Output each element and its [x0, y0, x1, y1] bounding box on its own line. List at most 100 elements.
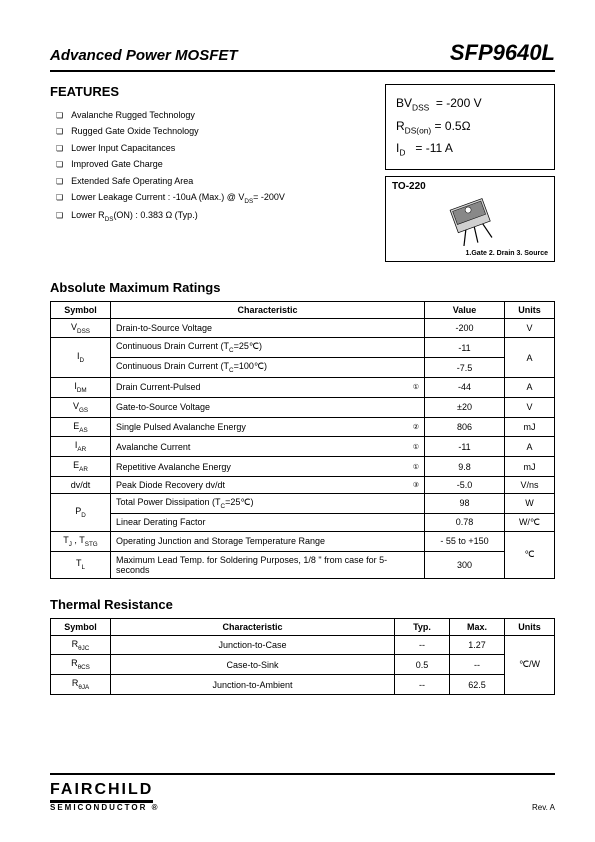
col-max: Max.	[450, 618, 505, 635]
id-line: ID = -11 A	[396, 138, 544, 161]
table-row: IDContinuous Drain Current (TC=25℃)-11A	[51, 338, 555, 358]
table-row: TJ , TSTGOperating Junction and Storage …	[51, 531, 555, 551]
table-row: Linear Derating Factor0.78W/℃	[51, 513, 555, 531]
cell-symbol: dv/dt	[51, 476, 111, 493]
cell-characteristic: Operating Junction and Storage Temperatu…	[111, 531, 408, 551]
cell-symbol: EAS	[51, 417, 111, 437]
cell-value: 9.8	[425, 457, 505, 477]
cell-characteristic: Repetitive Avalanche Energy	[111, 457, 408, 477]
table-row: VDSSDrain-to-Source Voltage-200V	[51, 318, 555, 338]
logo-main: FAIRCHILD	[50, 781, 153, 803]
thermal-table: Symbol Characteristic Typ. Max. Units Rθ…	[50, 618, 555, 695]
page-footer: FAIRCHILD SEMICONDUCTOR ® Rev. A	[50, 773, 555, 812]
cell-symbol: RθJA	[51, 675, 111, 695]
table-row: RθCSCase-to-Sink0.5--	[51, 655, 555, 675]
page-header: Advanced Power MOSFET SFP9640L	[50, 40, 555, 72]
cell-unit: W	[505, 493, 555, 513]
cell-characteristic: Maximum Lead Temp. for Soldering Purpose…	[111, 551, 408, 578]
cell-typ: 0.5	[395, 655, 450, 675]
cell-note	[408, 531, 425, 551]
cell-value: -5.0	[425, 476, 505, 493]
bvdss-line: BVDSS = -200 V	[396, 93, 544, 116]
cell-symbol: IDM	[51, 377, 111, 397]
cell-typ: --	[395, 675, 450, 695]
cell-unit: ℃/W	[505, 635, 555, 694]
feature-item: Lower Input Capacitances	[56, 140, 365, 156]
table-row: PDTotal Power Dissipation (TC=25℃)98W	[51, 493, 555, 513]
package-label: TO-220	[392, 181, 548, 192]
cell-unit: V/ns	[505, 476, 555, 493]
col-units: Units	[505, 618, 555, 635]
logo-sub: SEMICONDUCTOR ®	[50, 803, 160, 812]
doc-title: Advanced Power MOSFET	[50, 47, 238, 64]
feature-item: Extended Safe Operating Area	[56, 173, 365, 189]
cell-characteristic: Peak Diode Recovery dv/dt	[111, 476, 408, 493]
cell-characteristic: Single Pulsed Avalanche Energy	[111, 417, 408, 437]
cell-value: 806	[425, 417, 505, 437]
col-typ: Typ.	[395, 618, 450, 635]
cell-unit: A	[505, 377, 555, 397]
cell-characteristic: Total Power Dissipation (TC=25℃)	[111, 493, 408, 513]
col-units: Units	[505, 301, 555, 318]
col-characteristic: Characteristic	[111, 301, 425, 318]
package-box: TO-220 1.Gate 2. Drain 3. Source	[385, 176, 555, 262]
package-pinout: 1.Gate 2. Drain 3. Source	[392, 250, 548, 257]
table-row: Continuous Drain Current (TC=100℃)-7.5	[51, 358, 555, 378]
cell-unit: A	[505, 338, 555, 378]
cell-value: 300	[425, 551, 505, 578]
feature-item: Lower RDS(ON) : 0.383 Ω (Typ.)	[56, 207, 365, 225]
cell-characteristic: Gate-to-Source Voltage	[111, 397, 408, 417]
cell-max: --	[450, 655, 505, 675]
cell-symbol: PD	[51, 493, 111, 531]
cell-symbol: RθCS	[51, 655, 111, 675]
part-number: SFP9640L	[450, 40, 555, 66]
rdson-line: RDS(on) = 0.5Ω	[396, 116, 544, 139]
abs-max-table: Symbol Characteristic Value Units VDSSDr…	[50, 301, 555, 579]
col-value: Value	[425, 301, 505, 318]
feature-item: Rugged Gate Oxide Technology	[56, 123, 365, 139]
cell-note: ②	[408, 417, 425, 437]
thermal-heading: Thermal Resistance	[50, 597, 555, 612]
cell-note	[408, 551, 425, 578]
cell-symbol: TL	[51, 551, 111, 578]
cell-characteristic: Case-to-Sink	[111, 655, 395, 675]
cell-characteristic: Avalanche Current	[111, 437, 408, 457]
cell-value: 98	[425, 493, 505, 513]
cell-unit: mJ	[505, 417, 555, 437]
cell-note: ①	[408, 457, 425, 477]
table-row: VGSGate-to-Source Voltage±20V	[51, 397, 555, 417]
cell-note: ①	[408, 437, 425, 457]
cell-value: -200	[425, 318, 505, 338]
cell-characteristic: Drain Current-Pulsed	[111, 377, 408, 397]
abs-max-heading: Absolute Maximum Ratings	[50, 280, 555, 295]
top-section: FEATURES Avalanche Rugged TechnologyRugg…	[50, 84, 555, 262]
cell-note	[408, 397, 425, 417]
cell-characteristic: Junction-to-Case	[111, 635, 395, 655]
right-boxes: BVDSS = -200 V RDS(on) = 0.5Ω ID = -11 A…	[385, 84, 555, 262]
cell-value: -11	[425, 338, 505, 358]
cell-characteristic: Linear Derating Factor	[111, 513, 408, 531]
cell-value: -44	[425, 377, 505, 397]
cell-value: - 55 to +150	[425, 531, 505, 551]
table-row: IARAvalanche Current①-11A	[51, 437, 555, 457]
cell-unit: W/℃	[505, 513, 555, 531]
features-list: Avalanche Rugged TechnologyRugged Gate O…	[50, 107, 365, 225]
cell-unit: mJ	[505, 457, 555, 477]
cell-note: ③	[408, 476, 425, 493]
table-header-row: Symbol Characteristic Typ. Max. Units	[51, 618, 555, 635]
cell-note	[408, 338, 425, 358]
cell-symbol: ID	[51, 338, 111, 378]
feature-item: Improved Gate Charge	[56, 156, 365, 172]
cell-value: ±20	[425, 397, 505, 417]
cell-symbol: TJ , TSTG	[51, 531, 111, 551]
cell-unit: ℃	[505, 531, 555, 578]
cell-characteristic: Junction-to-Ambient	[111, 675, 395, 695]
brand-logo: FAIRCHILD SEMICONDUCTOR ®	[50, 781, 160, 812]
cell-note	[408, 513, 425, 531]
col-symbol: Symbol	[51, 301, 111, 318]
cell-symbol: VDSS	[51, 318, 111, 338]
table-row: EARRepetitive Avalanche Energy①9.8mJ	[51, 457, 555, 477]
cell-symbol: VGS	[51, 397, 111, 417]
cell-value: -11	[425, 437, 505, 457]
table-row: dv/dtPeak Diode Recovery dv/dt③-5.0V/ns	[51, 476, 555, 493]
